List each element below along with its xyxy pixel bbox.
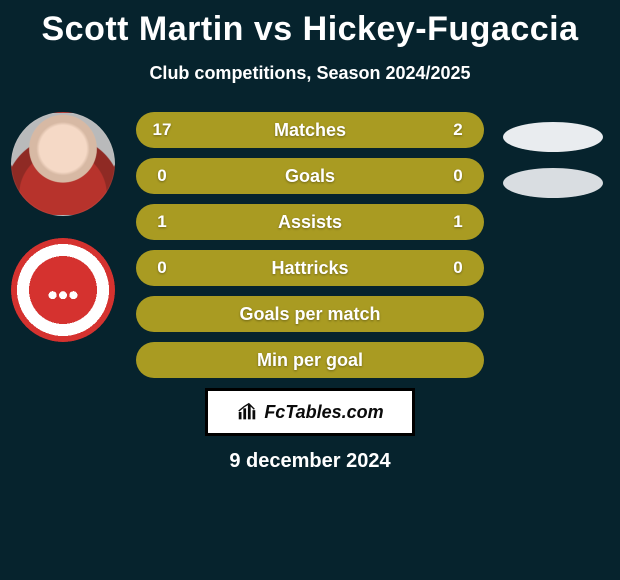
stat-left-value: 0 <box>150 166 174 186</box>
subtitle: Club competitions, Season 2024/2025 <box>0 63 620 84</box>
stat-label: Matches <box>174 120 446 141</box>
club-badge <box>11 238 115 342</box>
stat-label: Goals <box>174 166 446 187</box>
stat-row-matches: 17 Matches 2 <box>136 112 484 148</box>
stat-row-goals-per-match: Goals per match <box>136 296 484 332</box>
player-column <box>8 112 118 342</box>
stat-right-value: 2 <box>446 120 470 140</box>
stat-label: Min per goal <box>174 350 446 371</box>
stat-left-value: 0 <box>150 258 174 278</box>
date-text: 9 december 2024 <box>0 450 620 473</box>
stat-label: Assists <box>174 212 446 233</box>
stat-right-value: 1 <box>446 212 470 232</box>
stat-right-value: 0 <box>446 258 470 278</box>
stat-label: Goals per match <box>174 304 446 325</box>
stat-row-goals: 0 Goals 0 <box>136 158 484 194</box>
brand-box: FcTables.com <box>205 388 415 436</box>
page-title: Scott Martin vs Hickey-Fugaccia <box>0 0 620 49</box>
stat-row-hattricks: 0 Hattricks 0 <box>136 250 484 286</box>
brand-logo-icon <box>236 401 258 423</box>
stat-right-value: 0 <box>446 166 470 186</box>
stat-bars: 17 Matches 2 0 Goals 0 1 Assists 1 0 Hat… <box>136 112 484 378</box>
comparison-panel: 17 Matches 2 0 Goals 0 1 Assists 1 0 Hat… <box>0 112 620 378</box>
stat-label: Hattricks <box>174 258 446 279</box>
stat-row-min-per-goal: Min per goal <box>136 342 484 378</box>
brand-text: FcTables.com <box>264 402 383 423</box>
stat-row-assists: 1 Assists 1 <box>136 204 484 240</box>
opponent-column <box>498 112 608 214</box>
opponent-marker-2 <box>503 168 603 198</box>
opponent-marker-1 <box>503 122 603 152</box>
player-photo <box>11 112 115 216</box>
stat-left-value: 1 <box>150 212 174 232</box>
stat-left-value: 17 <box>150 120 174 140</box>
